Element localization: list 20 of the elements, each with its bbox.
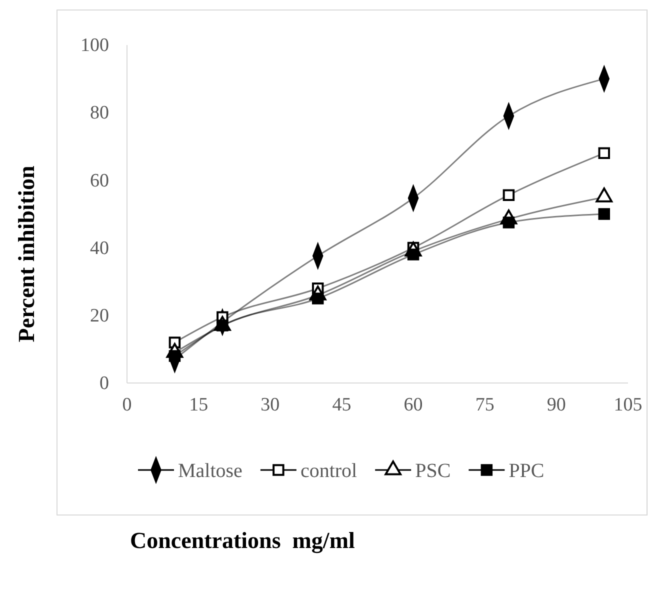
x-tick-label: 15 [189, 394, 208, 416]
legend-label: control [300, 460, 358, 482]
y-tick-label: 80 [90, 102, 109, 124]
legend-label: PSC [415, 460, 451, 482]
x-tick-label: 45 [332, 394, 352, 416]
legend-label: Maltose [178, 460, 243, 482]
x-tick-label: 90 [546, 394, 566, 416]
y-axis-title: Percent inhibition [14, 166, 39, 342]
x-tick-label: 60 [404, 394, 423, 416]
x-tick-label: 0 [122, 394, 132, 416]
y-tick-label: 60 [90, 170, 109, 192]
y-tick-label: 40 [90, 238, 109, 259]
x-tick-label: 75 [475, 394, 494, 416]
legend-label: PPC [508, 460, 544, 482]
y-tick-label: 100 [80, 35, 109, 56]
x-axis-title: Concentrations mg/ml [130, 528, 355, 554]
x-tick-label: 105 [614, 394, 642, 416]
y-tick-label: 20 [90, 305, 109, 326]
y-tick-label: 0 [100, 373, 109, 394]
x-tick-label: 30 [260, 394, 280, 416]
